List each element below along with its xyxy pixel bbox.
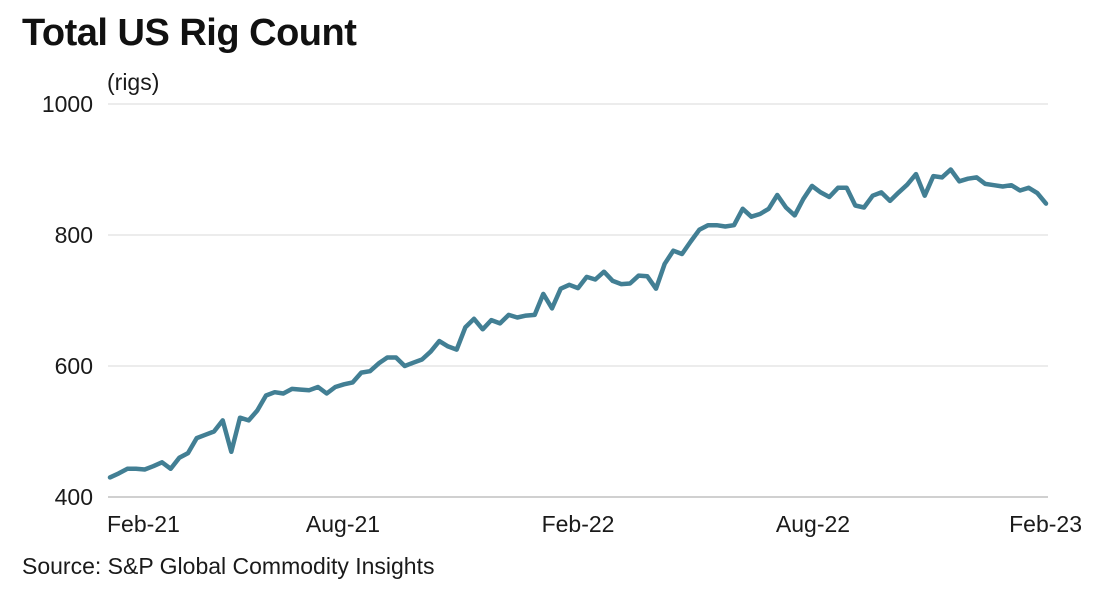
y-tick-label: 600 — [55, 353, 93, 379]
y-tick-label: 1000 — [42, 91, 93, 117]
y-axis-label: (rigs) — [107, 69, 159, 95]
x-tick-labels: Feb-21 Aug-21 Feb-22 Aug-22 Feb-23 — [107, 511, 1082, 537]
y-tick-label: 400 — [55, 484, 93, 510]
source-note: Source: S&P Global Commodity Insights — [22, 553, 435, 579]
x-tick-label: Aug-21 — [306, 511, 380, 537]
rig-count-line — [107, 167, 1049, 480]
y-tick-labels: 1000 800 600 400 — [42, 91, 93, 510]
x-tick-label: Feb-23 — [1009, 511, 1082, 537]
y-tick-label: 800 — [55, 222, 93, 248]
gridlines — [108, 103, 1048, 367]
x-tick-label: Feb-21 — [107, 511, 180, 537]
x-tick-label: Aug-22 — [776, 511, 850, 537]
chart-title: Total US Rig Count — [22, 12, 357, 54]
x-tick-label: Feb-22 — [542, 511, 615, 537]
